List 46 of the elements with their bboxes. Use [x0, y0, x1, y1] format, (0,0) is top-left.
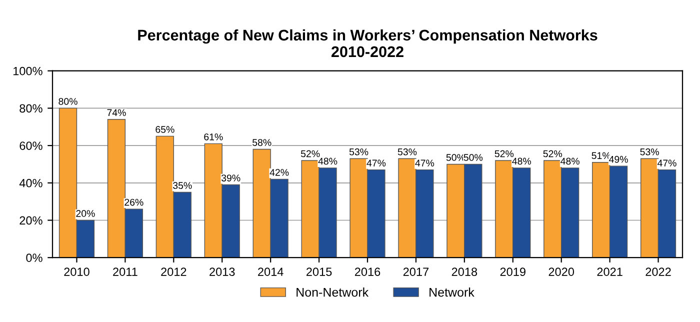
data-label: 47% [366, 160, 386, 166]
x-tick-label: 2014 [258, 268, 284, 276]
data-label: 52% [543, 150, 562, 158]
x-tick-label: 2016 [354, 268, 380, 276]
data-label: 48% [560, 158, 580, 165]
data-label: 53% [349, 148, 368, 156]
data-label: 50% [464, 154, 483, 161]
data-label: 48% [318, 158, 338, 165]
x-tick-label: 2010 [64, 268, 90, 276]
legend-label: Network [430, 288, 474, 297]
x-tick-label: 2021 [597, 268, 622, 276]
data-label: 47% [657, 160, 676, 166]
data-label: 20% [76, 210, 95, 217]
y-tick-label: 100% [13, 66, 42, 76]
data-label: 49% [609, 156, 628, 163]
data-label: 52% [300, 150, 320, 158]
x-tick-label: 2013 [210, 268, 235, 276]
y-tick-label: 80% [20, 104, 42, 113]
y-tick-label: 40% [19, 178, 42, 188]
y-tick-label: 60% [20, 142, 42, 150]
x-tick-label: 2011 [113, 268, 138, 276]
data-label: 35% [173, 182, 192, 189]
data-label: 74% [107, 109, 126, 116]
x-tick-label: 2012 [161, 268, 186, 276]
data-label: 65% [156, 126, 174, 133]
data-label: 80% [58, 98, 78, 105]
data-label: 42% [270, 168, 289, 176]
data-label: 61% [204, 133, 223, 140]
chart-title: Percentage of New Claims in Workers’ Compensation Networks 2010-2022 [138, 29, 598, 58]
data-label: 26% [124, 198, 144, 206]
data-label: 48% [512, 158, 531, 165]
legend-label: Non-Network [296, 288, 369, 297]
x-tick-label: 2015 [306, 268, 332, 276]
x-tick-label: 2018 [452, 268, 478, 276]
x-tick-label: 2019 [500, 268, 526, 276]
data-label: 53% [398, 148, 417, 156]
x-tick-label: 2022 [646, 268, 671, 276]
data-label: 39% [221, 174, 240, 182]
data-label: 47% [415, 160, 434, 166]
y-tick-label: 0% [26, 254, 42, 262]
y-tick-label: 20% [20, 216, 42, 225]
x-tick-label: 2020 [548, 268, 574, 276]
data-label: 52% [494, 150, 514, 158]
data-label: 58% [252, 139, 272, 146]
x-tick-label: 2017 [403, 268, 428, 276]
data-label: 53% [640, 148, 659, 156]
